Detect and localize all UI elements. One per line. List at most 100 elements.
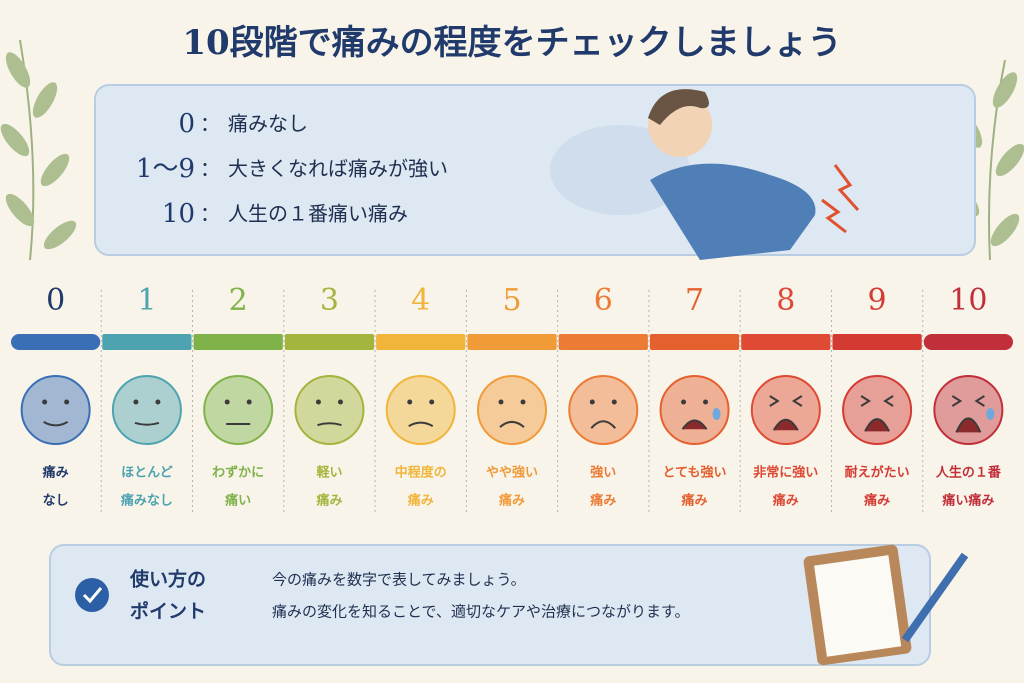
point-heading: ポイント <box>130 600 206 623</box>
scale-bar <box>284 334 375 350</box>
face-mouth <box>499 420 525 428</box>
face <box>294 375 365 445</box>
face-eye <box>246 399 252 405</box>
level-number: 0 <box>46 283 65 318</box>
face-eye <box>42 399 48 405</box>
scale-bar <box>376 334 466 350</box>
scale-bar <box>467 334 557 350</box>
face <box>842 375 913 445</box>
pain-scale: 0痛みなし1ほとんど痛みなし2わずかに痛い3軽い痛み4中程度の痛み5やや強い痛み… <box>11 283 1013 515</box>
face-mouth <box>590 420 617 429</box>
leaves-left <box>0 39 77 261</box>
face <box>933 375 1004 445</box>
face-eye <box>681 399 687 405</box>
level-label: 軽い <box>316 465 342 481</box>
level-label: わずかに <box>212 465 264 481</box>
face-eye <box>791 395 803 407</box>
legend-separator: ： <box>200 202 220 226</box>
level-number: 8 <box>776 283 795 318</box>
face <box>385 375 456 445</box>
tear <box>712 408 721 420</box>
level-number: 2 <box>229 283 248 318</box>
face-mouth <box>134 421 160 426</box>
face-eye <box>407 399 413 405</box>
level-label: ほとんど <box>121 466 173 481</box>
face-eye <box>703 399 709 405</box>
face-eye <box>133 399 139 405</box>
level-number: 7 <box>685 283 704 318</box>
level-label: 痛み <box>315 493 342 509</box>
point-line: 痛みの変化を知ることで、適切なケアや治療につながります。 <box>272 603 689 621</box>
legend-key: 1〜9 <box>136 154 195 184</box>
level-label: 痛い <box>224 493 251 509</box>
scale-bar <box>102 334 192 350</box>
legend-text: 人生の１番痛い痛み <box>228 202 408 226</box>
legend-text: 大きくなれば痛みが強い <box>228 157 448 181</box>
person-illustration <box>550 89 860 260</box>
face-mouth <box>317 422 342 427</box>
level-number: 9 <box>868 283 887 318</box>
face-eye <box>498 399 504 405</box>
level-number: 10 <box>949 283 987 318</box>
level-number: 1 <box>137 283 156 318</box>
point-heading: 使い方の <box>129 568 206 591</box>
scale-bar <box>649 334 740 350</box>
face-eye <box>883 395 894 407</box>
face-eye <box>64 399 70 405</box>
face-eye <box>429 399 435 405</box>
face-mouth <box>681 419 708 430</box>
face <box>477 375 547 445</box>
level-label: 痛み <box>589 493 616 509</box>
face-eye <box>520 399 526 405</box>
scale-bar <box>832 334 922 350</box>
face-eye <box>769 395 780 407</box>
scale-bar <box>923 334 1013 350</box>
face <box>203 375 274 445</box>
face-eye <box>315 399 321 405</box>
check-icon <box>75 578 109 612</box>
face-eye <box>860 395 871 407</box>
legend-key: 10 <box>162 199 195 229</box>
level-label: 痛み <box>42 465 69 481</box>
level-label: 痛み <box>681 493 708 509</box>
scale-bar <box>11 334 101 350</box>
face <box>20 375 91 445</box>
level-label: とても強い <box>663 465 727 481</box>
level-label: 痛み <box>498 493 525 509</box>
level-label: 痛み <box>772 493 799 509</box>
face-mouth <box>408 421 434 427</box>
scale-bar <box>193 334 283 350</box>
face <box>659 375 730 445</box>
check-mark <box>82 587 103 604</box>
legend-key: 0 <box>178 109 195 139</box>
scale-bar <box>741 334 831 350</box>
face <box>111 375 182 445</box>
legend-separator: ： <box>200 112 220 136</box>
level-label: 耐えがたい <box>845 465 910 481</box>
level-label: 人生の１番 <box>935 465 1002 481</box>
level-label: 痛み <box>863 493 890 509</box>
face-eye <box>951 395 963 407</box>
face-eye <box>224 399 230 405</box>
face-eye <box>611 399 617 405</box>
legend-separator: ： <box>200 157 220 181</box>
face-eye <box>974 395 985 407</box>
level-label: やや強い <box>486 465 538 481</box>
point-line: 今の痛みを数字で表してみましょう。 <box>272 571 526 589</box>
face <box>750 375 821 445</box>
face-eye <box>155 399 161 405</box>
level-number: 6 <box>594 283 613 318</box>
level-number: 4 <box>411 283 430 318</box>
face-eye <box>589 399 595 405</box>
face-mouth <box>43 421 69 427</box>
level-label: 痛い痛み <box>941 493 994 509</box>
tear <box>986 408 995 420</box>
face <box>568 375 639 445</box>
title: 10段階で痛みの程度をチェックしましょう <box>182 23 841 63</box>
level-label: 強い <box>590 465 616 481</box>
level-label: 中程度の <box>395 465 447 481</box>
level-label: 痛みなし <box>120 493 173 509</box>
